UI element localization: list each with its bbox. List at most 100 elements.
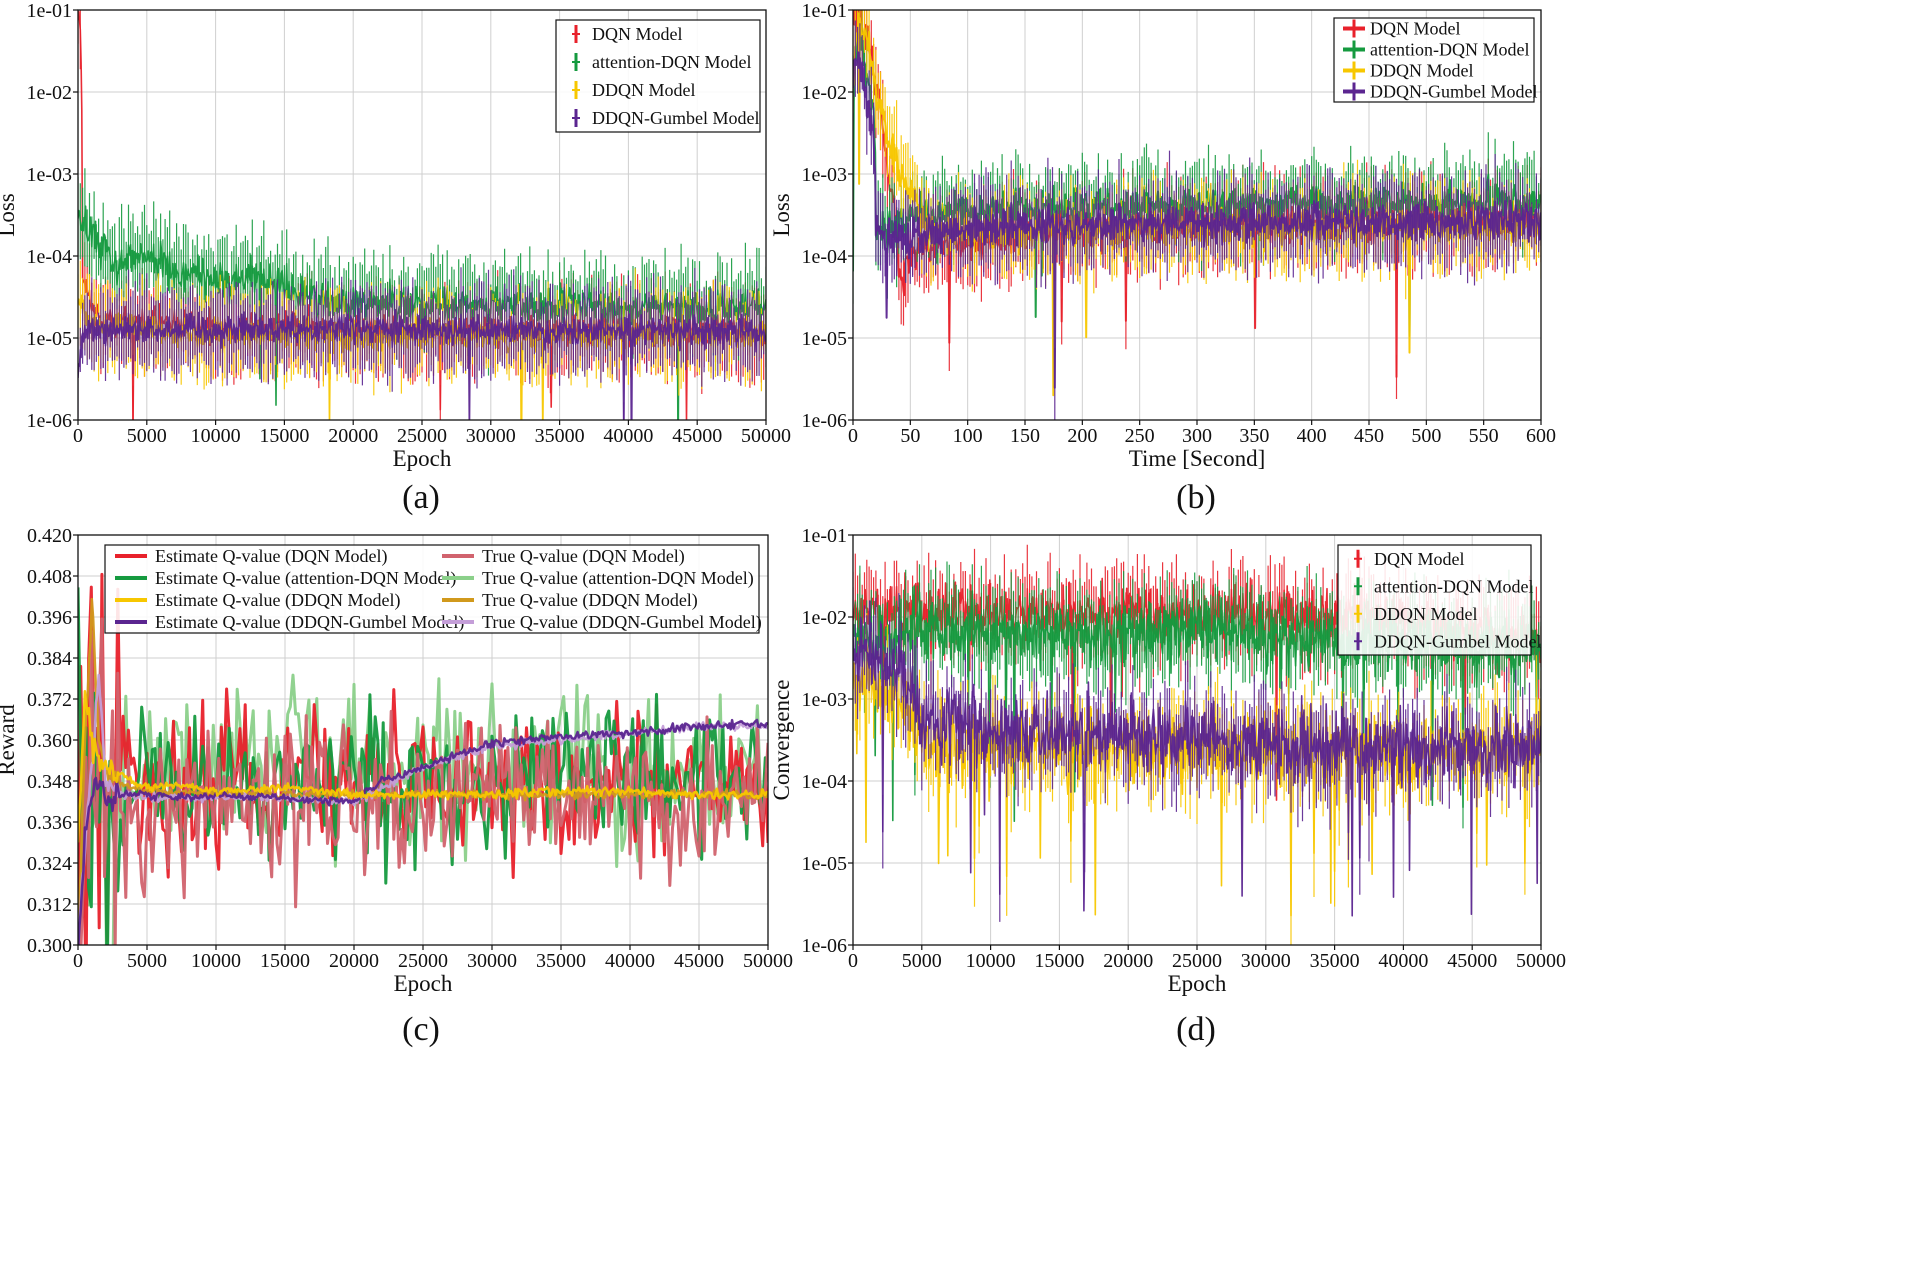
y-axis-label-b: Loss [769,193,794,237]
x-tick-label-b-6: 300 [1182,425,1212,447]
y-tick-label-a-4: 1e-02 [26,82,72,104]
legend-label-a-3: DDQN-Gumbel Model [592,108,759,128]
x-tick-label-b-0: 0 [848,425,858,447]
y-tick-label-a-2: 1e-04 [26,246,72,268]
legend-label-c-7: True Q-value (DDQN-Gumbel Model) [482,612,762,633]
y-tick-label-b-0: 1e-06 [801,410,847,432]
x-tick-label-c-0: 0 [73,950,83,972]
legend-label-c-0: Estimate Q-value (DQN Model) [155,546,387,567]
y-axis-label-c: Reward [0,704,19,776]
x-tick-label-a-1: 5000 [127,425,167,447]
x-tick-label-c-8: 40000 [605,950,655,972]
y-tick-label-a-3: 1e-03 [26,164,72,186]
x-tick-label-c-3: 15000 [260,950,310,972]
x-tick-label-c-5: 25000 [398,950,448,972]
legend-label-a-1: attention-DQN Model [592,52,751,72]
y-tick-label-c-7: 0.384 [27,648,72,670]
legend-d: DQN Model attention-DQN Model DDQN Model DD… [1337,544,1541,656]
series-line-c-dqn [78,572,768,945]
series-errorbars-b-gumbel [853,20,1541,420]
x-axis-label-c: Epoch [394,971,453,996]
x-tick-label-d-2: 10000 [966,950,1016,972]
plot-area-b [853,10,1541,420]
legend-box-c [104,544,760,634]
y-tick-label-d-4: 1e-02 [801,607,847,629]
y-tick-label-c-2: 0.324 [27,853,72,875]
x-tick-label-a-8: 40000 [603,425,653,447]
y-tick-label-d-1: 1e-05 [801,853,847,875]
series-line-c-ddqn [78,690,768,843]
y-tick-label-c-3: 0.336 [27,812,72,834]
legend-label-b-0: DQN Model [1370,19,1461,39]
y-tick-label-d-3: 1e-03 [801,689,847,711]
x-tick-label-d-3: 15000 [1034,950,1084,972]
legend-label-c-2: Estimate Q-value (DDQN Model) [155,590,400,611]
y-tick-label-d-0: 1e-06 [801,935,847,957]
y-tick-label-d-5: 1e-01 [801,525,847,547]
y-tick-label-c-4: 0.348 [27,771,72,793]
x-tick-label-b-12: 600 [1526,425,1556,447]
legend-label-a-2: DDQN Model [592,80,696,100]
y-tick-label-c-0: 0.300 [27,935,72,957]
legend-label-d-3: DDQN-Gumbel Model [1374,631,1541,651]
plot-area-c [78,572,768,945]
x-tick-label-c-9: 45000 [674,950,724,972]
x-tick-label-b-1: 50 [900,425,920,447]
legend-label-c-5: True Q-value (attention-DQN Model) [482,568,754,589]
x-tick-label-a-10: 50000 [741,425,791,447]
series-errorbars-a-gumbel [78,267,766,420]
x-tick-label-a-2: 10000 [191,425,241,447]
caption-d: (d) [1176,1011,1216,1048]
x-tick-label-d-4: 20000 [1103,950,1153,972]
x-tick-label-a-5: 25000 [397,425,447,447]
legend-label-d-1: attention-DQN Model [1374,576,1533,596]
legend-label-c-4: True Q-value (DQN Model) [482,546,685,567]
x-tick-label-d-7: 35000 [1310,950,1360,972]
x-tick-label-b-3: 150 [1010,425,1040,447]
x-tick-label-c-1: 5000 [127,950,167,972]
legend-label-b-2: DDQN Model [1370,61,1474,81]
series-line-c-gumbel [78,718,768,945]
y-tick-label-c-8: 0.396 [27,607,72,629]
panel-c: 0 5000 10000 15000 20000 25000 30000 35000 40000… [0,525,793,1048]
legend-label-b-3: DDQN-Gumbel Model [1370,82,1537,102]
series-errorbars-d-gumbel [853,587,1541,922]
x-tick-label-a-4: 20000 [328,425,378,447]
x-tick-label-c-10: 50000 [743,950,793,972]
y-tick-label-b-1: 1e-05 [801,328,847,350]
y-tick-label-a-0: 1e-06 [26,410,72,432]
legend-label-c-6: True Q-value (DDQN Model) [482,590,698,611]
y-tick-label-b-5: 1e-01 [801,0,847,22]
x-tick-label-d-5: 25000 [1172,950,1222,972]
y-tick-label-a-1: 1e-05 [26,328,72,350]
x-tick-label-a-3: 15000 [259,425,309,447]
legend-box-b [1333,17,1535,103]
x-tick-label-a-7: 35000 [535,425,585,447]
legend-label-c-3: Estimate Q-value (DDQN-Gumbel Model) [155,612,464,633]
x-tick-label-d-9: 45000 [1447,950,1497,972]
y-tick-label-c-6: 0.372 [27,689,72,711]
x-tick-label-a-9: 45000 [672,425,722,447]
x-tick-label-b-10: 500 [1411,425,1441,447]
y-axis-label-a: Loss [0,193,19,237]
x-tick-label-b-7: 350 [1239,425,1269,447]
legend-label-b-1: attention-DQN Model [1370,40,1529,60]
legend-box-d [1337,544,1532,656]
y-tick-label-c-5: 0.360 [27,730,72,752]
x-tick-label-b-2: 100 [953,425,983,447]
x-axis-label-d: Epoch [1168,971,1227,996]
x-axis-label-a: Epoch [393,446,452,471]
x-tick-label-b-11: 550 [1469,425,1499,447]
x-tick-label-b-9: 450 [1354,425,1384,447]
x-tick-label-a-6: 30000 [466,425,516,447]
legend-c: Estimate Q-value (DQN Model) Estimate Q-v… [104,544,762,634]
x-tick-label-b-8: 400 [1297,425,1327,447]
x-tick-label-c-6: 30000 [467,950,517,972]
caption-c: (c) [402,1011,440,1048]
caption-a: (a) [402,479,440,516]
panel-b: 0 50 100 150 200 250 300 350 400 450 500 550 600 1e-0… [769,0,1556,516]
y-tick-label-c-1: 0.312 [27,894,72,916]
x-tick-label-a-0: 0 [73,425,83,447]
x-tick-label-c-4: 20000 [329,950,379,972]
